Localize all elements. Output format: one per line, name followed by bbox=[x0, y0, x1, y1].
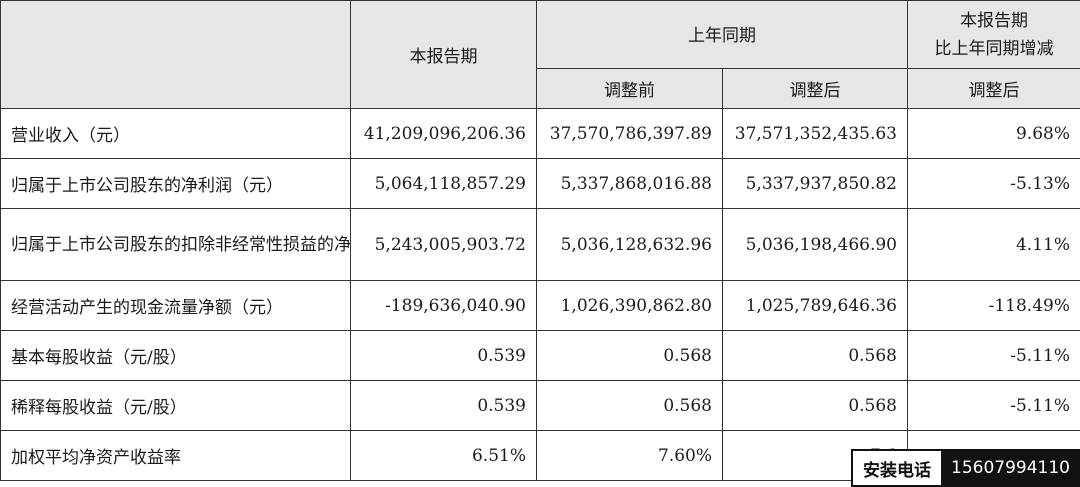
before-adjust-value: 0.568 bbox=[536, 330, 723, 381]
header-current-period: 本报告期 bbox=[350, 0, 537, 109]
row-label: 归属于上市公司股东的扣除非经常性损益的净利润（元） bbox=[0, 208, 351, 281]
watermark-phone: 15607994110 bbox=[941, 449, 1080, 487]
row-label: 经营活动产生的现金流量净额（元） bbox=[0, 280, 351, 331]
after-adjust-value: 37,571,352,435.63 bbox=[722, 108, 908, 159]
before-adjust-value: 5,337,868,016.88 bbox=[536, 158, 723, 209]
change-value: -118.49% bbox=[907, 280, 1080, 331]
after-adjust-value: 1,025,789,646.36 bbox=[722, 280, 908, 331]
after-adjust-value: 5,337,937,850.82 bbox=[722, 158, 908, 209]
after-adjust-value: 5,036,198,466.90 bbox=[722, 208, 908, 281]
before-adjust-value: 7.60% bbox=[536, 430, 723, 481]
table-row: 经营活动产生的现金流量净额（元） -189,636,040.90 1,026,3… bbox=[0, 280, 1080, 331]
table-row: 归属于上市公司股东的净利润（元） 5,064,118,857.29 5,337,… bbox=[0, 158, 1080, 209]
header-before-adjustment: 调整前 bbox=[536, 68, 723, 109]
after-adjust-value: 0.568 bbox=[722, 330, 908, 381]
row-label: 稀释每股收益（元/股） bbox=[0, 380, 351, 431]
current-value: -189,636,040.90 bbox=[350, 280, 537, 331]
current-value: 41,209,096,206.36 bbox=[350, 108, 537, 159]
change-value: 4.11% bbox=[907, 208, 1080, 281]
phone-watermark: 安装电话 15607994110 bbox=[851, 449, 1080, 487]
table-row: 归属于上市公司股东的扣除非经常性损益的净利润（元） 5,243,005,903.… bbox=[0, 208, 1080, 281]
before-adjust-value: 37,570,786,397.89 bbox=[536, 108, 723, 159]
current-value: 0.539 bbox=[350, 380, 537, 431]
header-prior-year: 上年同期 bbox=[536, 0, 908, 69]
current-value: 5,064,118,857.29 bbox=[350, 158, 537, 209]
table-row: 营业收入（元） 41,209,096,206.36 37,570,786,397… bbox=[0, 108, 1080, 159]
row-label: 基本每股收益（元/股） bbox=[0, 330, 351, 381]
current-value: 5,243,005,903.72 bbox=[350, 208, 537, 281]
table-row: 基本每股收益（元/股） 0.539 0.568 0.568 -5.11% bbox=[0, 330, 1080, 381]
change-value: -5.11% bbox=[907, 380, 1080, 431]
current-value: 6.51% bbox=[350, 430, 537, 481]
before-adjust-value: 0.568 bbox=[536, 380, 723, 431]
row-label: 加权平均净资产收益率 bbox=[0, 430, 351, 481]
header-change-after-adjustment: 调整后 bbox=[907, 68, 1080, 109]
row-label: 营业收入（元） bbox=[0, 108, 351, 159]
change-value: -5.13% bbox=[907, 158, 1080, 209]
header-yoy-change: 本报告期 比上年同期增减 bbox=[907, 0, 1080, 69]
change-value: -5.11% bbox=[907, 330, 1080, 381]
after-adjust-value: 0.568 bbox=[722, 380, 908, 431]
row-label: 归属于上市公司股东的净利润（元） bbox=[0, 158, 351, 209]
header-empty-cell bbox=[0, 0, 351, 109]
header-after-adjustment: 调整后 bbox=[722, 68, 908, 109]
before-adjust-value: 1,026,390,862.80 bbox=[536, 280, 723, 331]
table-row: 稀释每股收益（元/股） 0.539 0.568 0.568 -5.11% bbox=[0, 380, 1080, 431]
watermark-label: 安装电话 bbox=[851, 449, 942, 487]
change-value: 9.68% bbox=[907, 108, 1080, 159]
current-value: 0.539 bbox=[350, 330, 537, 381]
before-adjust-value: 5,036,128,632.96 bbox=[536, 208, 723, 281]
